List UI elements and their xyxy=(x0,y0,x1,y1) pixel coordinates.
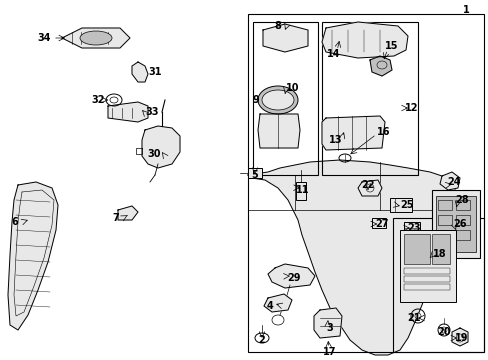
Text: 28: 28 xyxy=(454,195,468,205)
Polygon shape xyxy=(439,172,459,190)
Bar xyxy=(437,200,451,210)
Polygon shape xyxy=(267,264,314,288)
Text: 3: 3 xyxy=(326,323,333,333)
Text: 10: 10 xyxy=(285,83,299,93)
Text: 4: 4 xyxy=(266,301,273,311)
Polygon shape xyxy=(264,294,291,312)
Text: 1: 1 xyxy=(462,5,468,15)
Polygon shape xyxy=(313,308,341,338)
Bar xyxy=(295,182,305,200)
Polygon shape xyxy=(108,102,148,122)
Text: 26: 26 xyxy=(452,219,466,229)
Text: 19: 19 xyxy=(454,333,468,343)
Ellipse shape xyxy=(262,90,293,110)
Bar xyxy=(437,230,451,240)
Bar xyxy=(371,218,385,228)
Bar xyxy=(403,268,449,274)
Text: 25: 25 xyxy=(400,200,413,210)
Text: 14: 14 xyxy=(326,49,340,59)
Text: 13: 13 xyxy=(328,135,342,145)
Polygon shape xyxy=(369,56,391,76)
Polygon shape xyxy=(118,206,138,220)
Text: 6: 6 xyxy=(12,217,19,227)
Text: 7: 7 xyxy=(112,213,119,223)
Text: 31: 31 xyxy=(148,67,162,77)
Polygon shape xyxy=(357,180,381,196)
Polygon shape xyxy=(8,182,58,330)
Polygon shape xyxy=(258,114,299,148)
Text: 24: 24 xyxy=(447,177,460,187)
Text: 27: 27 xyxy=(374,219,388,229)
Text: 9: 9 xyxy=(252,95,259,105)
Text: 21: 21 xyxy=(407,313,420,323)
Polygon shape xyxy=(451,328,467,346)
Bar xyxy=(247,168,262,178)
Bar xyxy=(431,234,449,264)
Bar xyxy=(403,234,429,264)
Polygon shape xyxy=(263,24,307,52)
Bar xyxy=(247,14,483,352)
Ellipse shape xyxy=(414,313,420,319)
Bar xyxy=(403,284,449,290)
Text: 29: 29 xyxy=(286,273,300,283)
Bar xyxy=(435,196,475,252)
Polygon shape xyxy=(321,116,384,150)
Text: 32: 32 xyxy=(91,95,104,105)
Bar xyxy=(455,200,469,210)
Text: 23: 23 xyxy=(407,223,420,233)
Bar xyxy=(321,22,417,175)
Text: 33: 33 xyxy=(145,107,159,117)
Bar xyxy=(403,222,419,234)
Bar xyxy=(455,230,469,240)
Ellipse shape xyxy=(258,86,297,114)
Polygon shape xyxy=(62,28,130,48)
Polygon shape xyxy=(142,126,180,168)
Text: 34: 34 xyxy=(37,33,51,43)
Text: 30: 30 xyxy=(147,149,161,159)
Text: 16: 16 xyxy=(376,127,390,137)
Bar xyxy=(399,230,455,302)
Polygon shape xyxy=(247,160,454,355)
Text: 18: 18 xyxy=(432,249,446,259)
Text: 12: 12 xyxy=(405,103,418,113)
Bar xyxy=(431,190,479,258)
Text: 2: 2 xyxy=(258,335,265,345)
Text: 15: 15 xyxy=(385,41,398,51)
Text: 22: 22 xyxy=(361,180,374,190)
Bar xyxy=(252,22,317,175)
Bar xyxy=(403,276,449,282)
Bar xyxy=(392,218,483,352)
Ellipse shape xyxy=(80,31,112,45)
Text: 20: 20 xyxy=(436,327,450,337)
Bar xyxy=(389,198,411,212)
Polygon shape xyxy=(321,22,407,58)
Bar xyxy=(455,215,469,225)
Bar xyxy=(437,215,451,225)
Text: 8: 8 xyxy=(274,21,281,31)
Text: 11: 11 xyxy=(296,185,309,195)
Polygon shape xyxy=(132,62,148,82)
Text: 17: 17 xyxy=(323,347,336,357)
Text: 5: 5 xyxy=(251,170,258,180)
